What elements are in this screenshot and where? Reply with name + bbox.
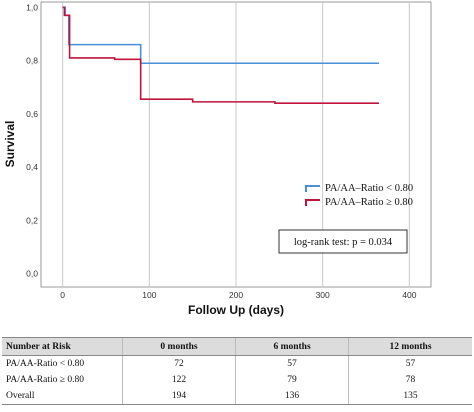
risk-table-header: Number at Risk 0 months 6 months 12 mont… [2, 337, 472, 356]
y-tick-label: 0,6 [26, 109, 38, 119]
survival-curves [62, 6, 379, 105]
y-tick-label: 0,0 [26, 269, 38, 279]
table-cell: 79 [235, 372, 349, 388]
table-row: PA/AA-Ratio < 0.80 72 57 57 [2, 355, 472, 372]
header-0-months: 0 months [121, 337, 236, 356]
table-cell: 122 [121, 372, 236, 388]
x-tick-label: 0 [60, 290, 65, 300]
table-cell: 135 [348, 388, 472, 405]
logrank-annotation: log-rank test: p = 0.034 [278, 229, 408, 254]
y-tick-label: 0,2 [26, 215, 38, 225]
x-tick-label: 100 [142, 290, 156, 300]
annotation-box [278, 229, 408, 254]
x-tick-label: 300 [316, 290, 330, 300]
header-12-months: 12 months [348, 337, 472, 356]
row-label: Overall [2, 388, 123, 405]
header-6-months: 6 months [235, 337, 349, 356]
y-tick-label: 0,8 [26, 56, 38, 66]
legend-label-high-ratio: PA/AA–Ratio ≥ 0.80 [325, 197, 413, 208]
x-tick-label: 200 [229, 290, 243, 300]
row-label: PA/AA-Ratio ≥ 0.80 [6, 375, 84, 385]
legend-label-low-ratio: PA/AA–Ratio < 0.80 [325, 183, 413, 194]
table-cell: 57 [348, 355, 472, 372]
x-axis-title: Follow Up (days) [188, 303, 284, 317]
header-number-at-risk: Number at Risk [2, 337, 123, 356]
table-cell: 78 [348, 372, 472, 388]
annotation-text: log-rank test: p = 0.034 [294, 237, 393, 248]
risk-table: Number at Risk 0 months 6 months 12 mont… [2, 337, 472, 405]
legend: PA/AA–Ratio < 0.80 PA/AA–Ratio ≥ 0.80 [305, 183, 413, 208]
legend-swatch-low-ratio [305, 185, 320, 192]
legend-swatch-high-ratio [305, 199, 320, 206]
y-tick-label: 1,0 [26, 2, 38, 12]
table-row: Overall 194 136 135 [2, 388, 472, 405]
table-cell: 72 [121, 355, 236, 372]
y-tick-labels: 0,0 0,2 0,4 0,6 0,8 1,0 [26, 2, 38, 278]
table-cell: 194 [121, 388, 236, 405]
x-tick-label: 400 [402, 290, 416, 300]
y-axis-title: Survival [3, 121, 17, 168]
y-tick-label: 0,4 [26, 162, 38, 172]
table-cell: 57 [235, 355, 349, 372]
row-label: PA/AA-Ratio < 0.80 [6, 359, 85, 369]
kaplan-meier-chart: 0,0 0,2 0,4 0,6 0,8 1,0 0 100 200 300 400 Surviva… [3, 1, 432, 317]
gridlines [62, 2, 410, 287]
x-tick-labels: 0 100 200 300 400 [60, 290, 416, 300]
survival-curve-high-ratio [62, 6, 379, 105]
table-cell: 136 [235, 388, 349, 405]
table-row: PA/AA-Ratio ≥ 0.80 122 79 78 [2, 372, 472, 388]
